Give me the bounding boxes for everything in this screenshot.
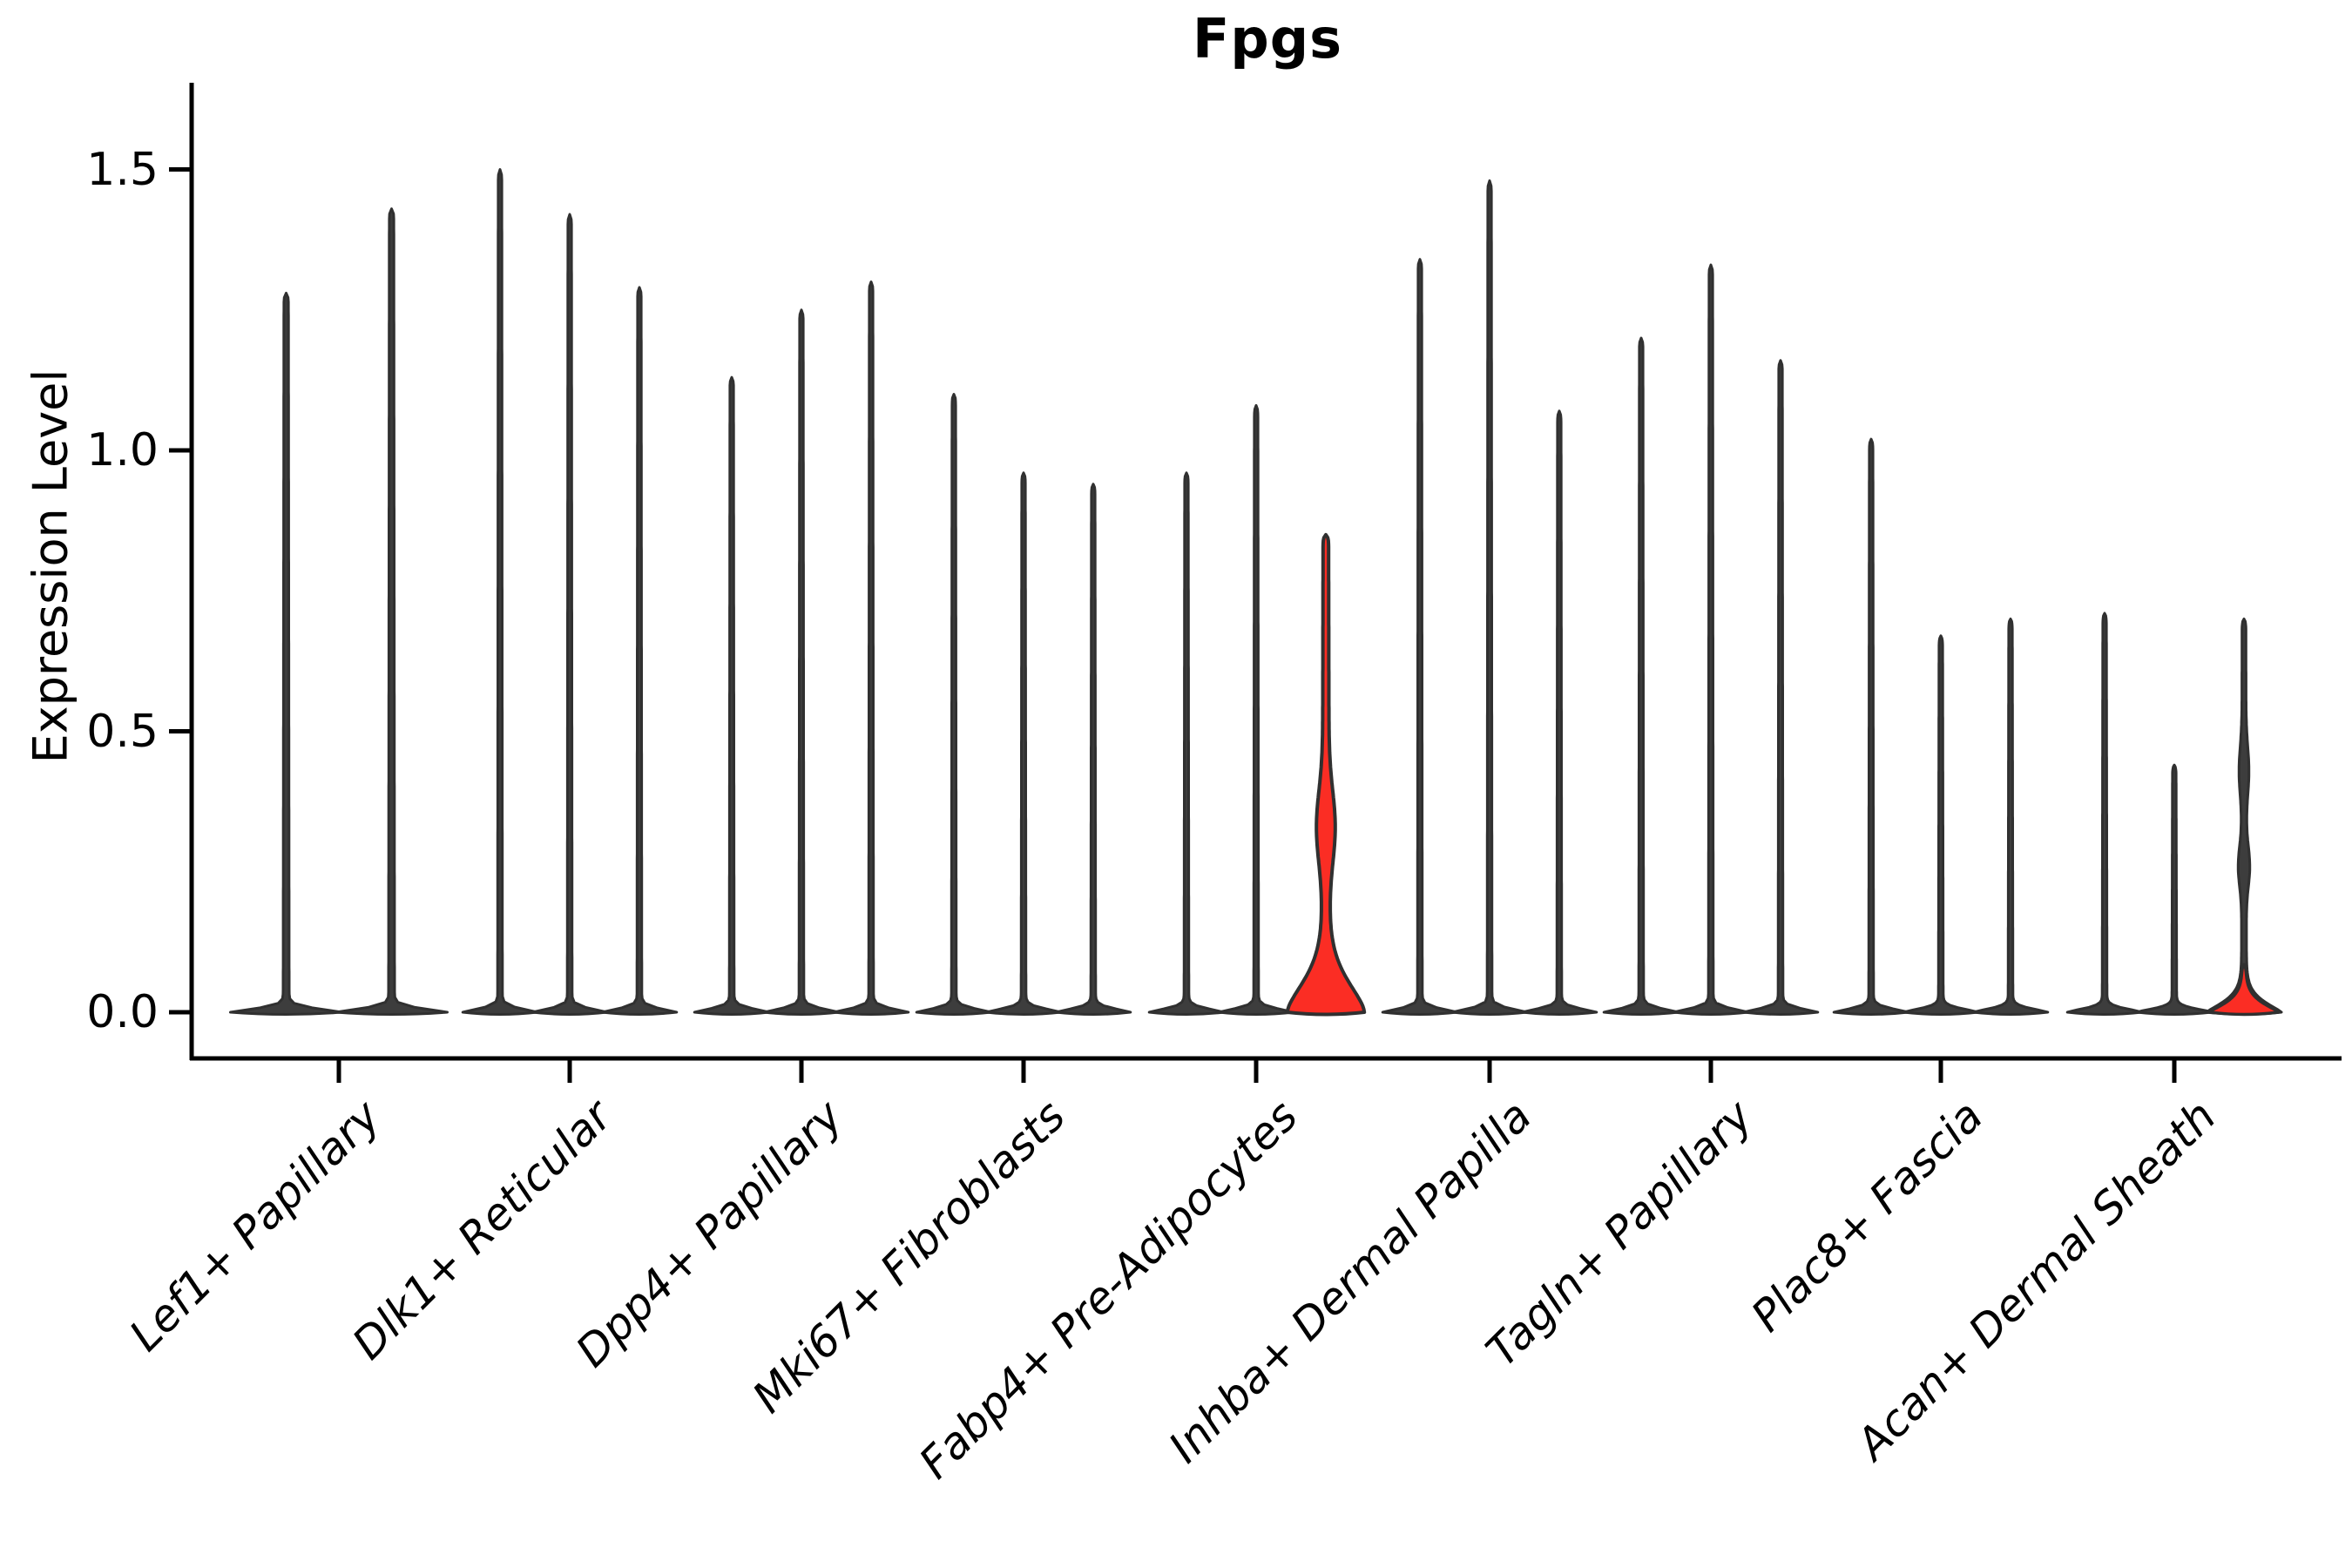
violin-g7-v1 <box>1602 336 1680 1016</box>
plot-title: Fpgs <box>1192 7 1343 71</box>
violin-g8-v1 <box>1832 437 1910 1016</box>
violin-g7-v2 <box>1672 263 1750 1016</box>
violin-g3-v3 <box>832 280 910 1016</box>
violin-g9-v3-red-base <box>2207 963 2281 1017</box>
violin-g6-v3 <box>1520 409 1598 1016</box>
violin-g4-v1 <box>915 393 993 1016</box>
violin-g6-v1 <box>1381 258 1459 1016</box>
violin-g2-v3 <box>600 286 679 1016</box>
violin-g4-v3 <box>1054 483 1132 1016</box>
violin-g9-v2 <box>2135 763 2213 1016</box>
y-tick-label: 1.0 <box>86 424 159 476</box>
violin-g6-v2 <box>1450 179 1529 1016</box>
violin-g2-v1 <box>461 168 539 1016</box>
violin-g7-v3 <box>1741 359 1820 1016</box>
violin-g8-v2 <box>1902 634 1980 1016</box>
y-tick-label: 0.5 <box>86 705 159 758</box>
violin-g2-v2 <box>531 213 609 1016</box>
violin-g8-v3 <box>1971 618 2050 1016</box>
violin-g5-v2 <box>1217 403 1295 1016</box>
violin-g1-v1 <box>229 291 343 1016</box>
violin-g3-v1 <box>693 375 771 1016</box>
y-tick-label: 0.0 <box>86 986 159 1038</box>
violin-g9-v1 <box>2065 612 2144 1016</box>
violin-g3-v2 <box>762 308 841 1016</box>
violin-g5-v3 <box>1285 532 1367 1017</box>
violin-g9-v3 <box>2205 618 2283 1016</box>
violin-g1-v2 <box>335 207 449 1016</box>
violin-g4-v2 <box>984 471 1063 1016</box>
violin-g5-v1 <box>1147 471 1226 1016</box>
y-tick-label: 1.5 <box>86 143 159 196</box>
